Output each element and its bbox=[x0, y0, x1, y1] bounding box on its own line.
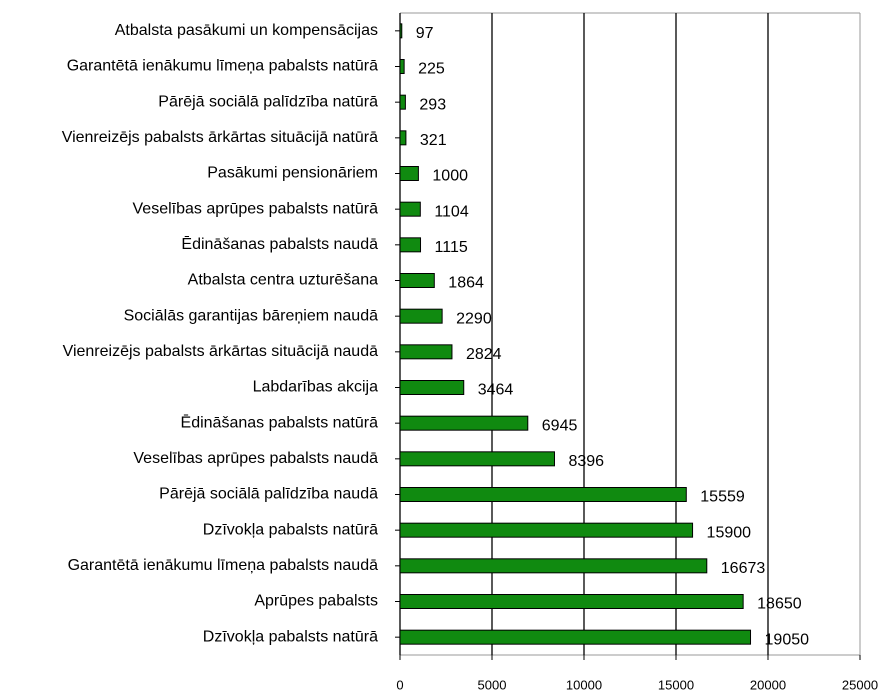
bar bbox=[399, 451, 555, 467]
bar bbox=[399, 594, 744, 609]
bar bbox=[399, 237, 422, 253]
y-tick-label: Garantētā ienākumu līmeņa pabalsts natūr… bbox=[67, 58, 378, 75]
bar bbox=[399, 59, 405, 74]
y-tick-label: Pasākumi pensionāriem bbox=[207, 165, 378, 182]
y-tick-label: Vienreizējs pabalsts ārkārtas situācijā … bbox=[63, 343, 379, 360]
data-label: 1864 bbox=[448, 275, 484, 292]
data-label: 1115 bbox=[435, 239, 468, 256]
x-tick-label: 25000 bbox=[842, 677, 878, 692]
y-tick-label: Sociālās garantijas bāreņiem naudā bbox=[124, 307, 378, 324]
y-tick-label: Veselības aprūpes pabalsts natūrā bbox=[133, 200, 379, 217]
x-tick-label: 10000 bbox=[566, 677, 602, 692]
data-label: 6945 bbox=[542, 417, 578, 434]
y-tick-label: Dzīvokļa pabalsts natūrā bbox=[203, 628, 378, 645]
y-tick-label: Ēdināšanas pabalsts natūrā bbox=[181, 413, 379, 431]
data-label: 16673 bbox=[721, 560, 766, 577]
bar bbox=[399, 522, 694, 538]
bar bbox=[399, 23, 403, 39]
y-tick-label: Garantētā ienākumu līmeņa pabalsts naudā bbox=[68, 557, 379, 574]
y-tick-label: Atbalsta centra uzturēšana bbox=[188, 272, 378, 289]
x-tick-label: 20000 bbox=[750, 677, 786, 692]
data-label: 18650 bbox=[757, 596, 802, 613]
x-tick-label: 0 bbox=[396, 677, 403, 692]
y-tick-label: Vienreizējs pabalsts ārkārtas situācijā … bbox=[62, 129, 378, 146]
bar bbox=[399, 166, 419, 181]
x-tick-label: 5000 bbox=[478, 677, 507, 692]
y-tick-label: Pārējā sociālā palīdzība natūrā bbox=[158, 93, 378, 110]
y-tick-label: Aprūpes pabalsts bbox=[254, 593, 378, 610]
data-label: 293 bbox=[419, 96, 446, 113]
data-label: 321 bbox=[420, 132, 447, 149]
bar bbox=[399, 415, 529, 431]
y-tick-label: Dzīvokļa pabalsts natūrā bbox=[203, 521, 378, 538]
data-label: 8396 bbox=[568, 453, 604, 470]
bar bbox=[399, 308, 443, 324]
data-label: 19050 bbox=[765, 631, 810, 648]
data-label: 15559 bbox=[700, 489, 745, 506]
bar bbox=[399, 558, 708, 574]
bar bbox=[399, 273, 435, 288]
data-label: 2290 bbox=[456, 310, 492, 327]
data-label: 225 bbox=[418, 61, 445, 78]
y-tick-label: Atbalsta pasākumi un kompensācijas bbox=[115, 22, 378, 39]
data-label: 15900 bbox=[707, 524, 752, 541]
x-tick-label: 15000 bbox=[658, 677, 694, 692]
data-label: 97 bbox=[416, 25, 434, 42]
y-tick-label: Veselības aprūpes pabalsts naudā bbox=[133, 450, 378, 467]
data-label: 3464 bbox=[478, 382, 514, 399]
data-label: 2824 bbox=[466, 346, 502, 363]
bar bbox=[399, 94, 406, 110]
bar bbox=[399, 629, 752, 645]
y-tick-label: Pārējā sociālā palīdzība naudā bbox=[159, 486, 378, 503]
bar bbox=[399, 487, 687, 502]
data-label: 1104 bbox=[434, 203, 469, 220]
data-label: 1000 bbox=[432, 168, 468, 185]
bar bbox=[399, 380, 465, 395]
y-tick-label: Ēdināšanas pabalsts naudā bbox=[181, 235, 378, 253]
bar bbox=[399, 130, 407, 146]
bar bbox=[399, 201, 421, 217]
y-tick-label: Labdarības akcija bbox=[253, 379, 379, 396]
bar bbox=[399, 344, 453, 360]
